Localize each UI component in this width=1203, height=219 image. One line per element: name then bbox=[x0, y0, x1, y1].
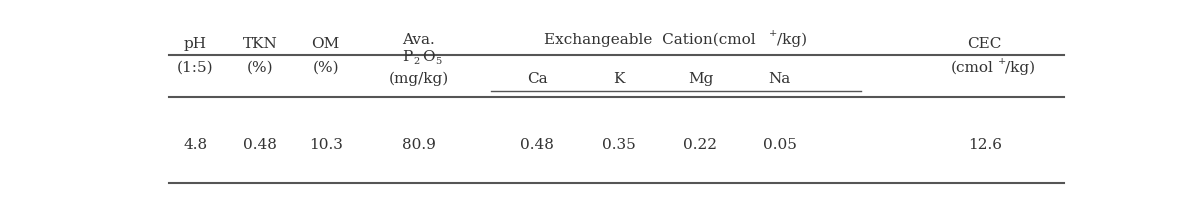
Text: OM: OM bbox=[312, 37, 339, 51]
Text: Ca: Ca bbox=[527, 72, 547, 86]
Text: (1:5): (1:5) bbox=[177, 61, 213, 75]
Text: 0.05: 0.05 bbox=[763, 138, 796, 152]
Text: P: P bbox=[402, 50, 413, 64]
Text: 10.3: 10.3 bbox=[309, 138, 343, 152]
Text: Exchangeable  Cation(cmol: Exchangeable Cation(cmol bbox=[544, 33, 755, 47]
Text: 2: 2 bbox=[414, 57, 420, 66]
Text: O: O bbox=[422, 50, 434, 64]
Text: (mg/kg): (mg/kg) bbox=[389, 71, 449, 86]
Text: Mg: Mg bbox=[688, 72, 713, 86]
Text: /kg): /kg) bbox=[1006, 60, 1036, 75]
Text: 0.48: 0.48 bbox=[521, 138, 555, 152]
Text: 80.9: 80.9 bbox=[402, 138, 435, 152]
Text: Ava.: Ava. bbox=[403, 33, 435, 47]
Text: 5: 5 bbox=[434, 57, 442, 66]
Text: 12.6: 12.6 bbox=[967, 138, 1002, 152]
Text: (%): (%) bbox=[247, 61, 274, 75]
Text: 0.48: 0.48 bbox=[243, 138, 278, 152]
Text: CEC: CEC bbox=[967, 37, 1002, 51]
Text: Na: Na bbox=[769, 72, 790, 86]
Text: (cmol: (cmol bbox=[950, 61, 994, 75]
Text: /kg): /kg) bbox=[777, 33, 807, 47]
Text: 0.35: 0.35 bbox=[603, 138, 636, 152]
Text: +: + bbox=[770, 29, 777, 38]
Text: +: + bbox=[997, 57, 1006, 66]
Text: pH: pH bbox=[184, 37, 207, 51]
Text: 4.8: 4.8 bbox=[183, 138, 207, 152]
Text: 0.22: 0.22 bbox=[683, 138, 717, 152]
Text: TKN: TKN bbox=[243, 37, 278, 51]
Text: (%): (%) bbox=[313, 61, 339, 75]
Text: K: K bbox=[614, 72, 626, 86]
